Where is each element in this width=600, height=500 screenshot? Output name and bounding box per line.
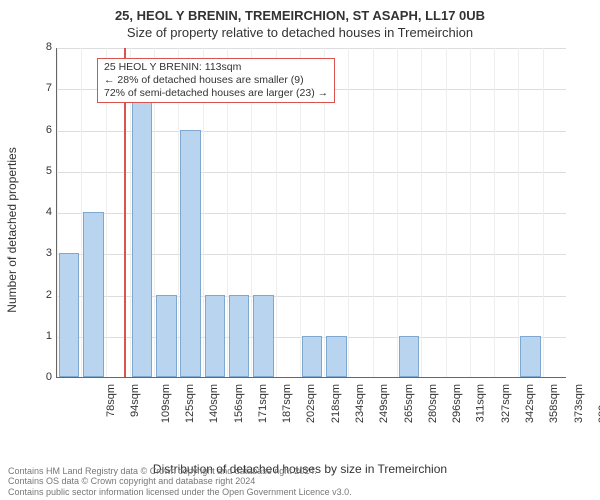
y-tick-label: 7 [32,82,52,94]
annotation-line: 72% of semi-detached houses are larger (… [104,87,328,100]
x-tick-label: 140sqm [208,384,220,423]
annotation-line: 25 HEOL Y BRENIN: 113sqm [104,61,328,74]
x-tick-label: 187sqm [281,384,293,423]
y-tick-label: 4 [32,206,52,218]
chart-container: 25, HEOL Y BRENIN, TREMEIRCHION, ST ASAP… [0,0,600,500]
y-tick-label: 1 [32,330,52,342]
x-tick-label: 358sqm [548,384,560,423]
histogram-bar [302,336,323,377]
x-tick-label: 280sqm [427,384,439,423]
plot-area: 25 HEOL Y BRENIN: 113sqm← 28% of detache… [56,48,566,378]
gridline-v [494,48,495,377]
annotation-box: 25 HEOL Y BRENIN: 113sqm← 28% of detache… [97,58,335,103]
gridline-v [348,48,349,377]
histogram-bar [326,336,347,377]
x-tick-label: 78sqm [105,384,117,417]
footer-line2: Contains OS data © Crown copyright and d… [8,476,352,487]
histogram-bar [132,88,153,377]
gridline-v [543,48,544,377]
x-tick-label: 265sqm [403,384,415,423]
histogram-bar [520,336,541,377]
annotation-line: ← 28% of detached houses are smaller (9) [104,74,328,87]
gridline-h [57,48,566,49]
y-tick-label: 6 [32,124,52,136]
gridline-v [518,48,519,377]
x-tick-label: 156sqm [233,384,245,423]
x-tick-label: 109sqm [160,384,172,423]
y-tick-label: 3 [32,247,52,259]
x-tick-label: 125sqm [184,384,196,423]
x-tick-label: 202sqm [306,384,318,423]
histogram-bar [229,295,250,378]
histogram-bar [399,336,420,377]
gridline-v [446,48,447,377]
y-tick-label: 2 [32,289,52,301]
histogram-bar [83,212,104,377]
x-tick-label: 311sqm [475,384,487,422]
title-line2: Size of property relative to detached ho… [0,25,600,40]
histogram-bar [205,295,226,378]
histogram-bar [156,295,177,378]
x-tick-label: 327sqm [500,384,512,423]
y-axis-label: Number of detached properties [5,147,19,312]
title-block: 25, HEOL Y BRENIN, TREMEIRCHION, ST ASAP… [0,8,600,40]
x-tick-label: 94sqm [129,384,141,417]
x-tick-label: 234sqm [354,384,366,423]
x-tick-label: 249sqm [378,384,390,423]
gridline-v [470,48,471,377]
gridline-v [373,48,374,377]
histogram-bar [180,130,201,378]
histogram-bar [59,253,80,377]
x-tick-label: 218sqm [330,384,342,423]
footer-line1: Contains HM Land Registry data © Crown c… [8,466,352,477]
y-tick-label: 0 [32,371,52,383]
y-tick-label: 8 [32,41,52,53]
footer-line3: Contains public sector information licen… [8,487,352,498]
x-tick-label: 171sqm [257,384,269,423]
footer-attribution: Contains HM Land Registry data © Crown c… [8,466,352,498]
gridline-v [421,48,422,377]
title-line1: 25, HEOL Y BRENIN, TREMEIRCHION, ST ASAP… [0,8,600,23]
y-tick-label: 5 [32,165,52,177]
x-tick-label: 296sqm [451,384,463,423]
x-tick-label: 342sqm [524,384,536,423]
x-tick-label: 373sqm [573,384,585,423]
histogram-bar [253,295,274,378]
gridline-v [397,48,398,377]
